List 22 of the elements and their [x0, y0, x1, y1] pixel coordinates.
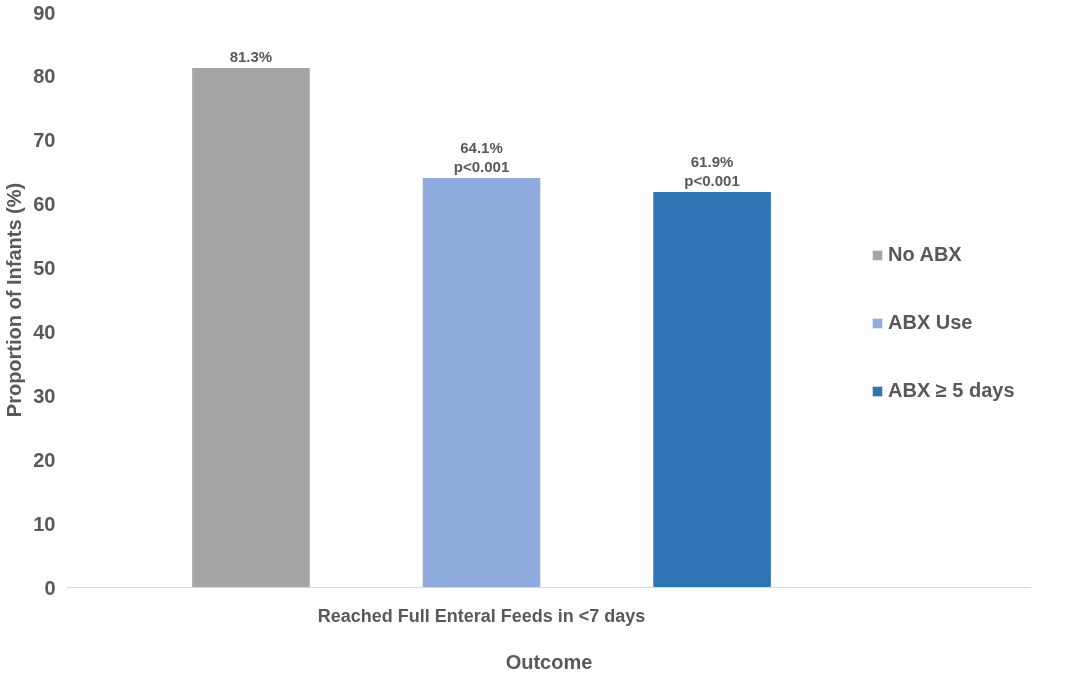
y-tick-label: 50 — [33, 257, 56, 280]
legend-label: No ABX — [888, 243, 962, 266]
legend-label: ABX Use — [888, 311, 973, 334]
y-tick-label: 30 — [33, 384, 56, 407]
data-label: 64.1% p<0.001 — [453, 139, 510, 175]
y-tick-label: 60 — [33, 193, 56, 216]
y-tick-label: 40 — [33, 320, 56, 343]
x-tick-label: Reached Full Enteral Feeds in <7 days — [317, 605, 646, 626]
data-label: 81.3% — [229, 48, 273, 66]
y-tick-label: 90 — [33, 1, 56, 24]
legend-label: ABX ≥ 5 days — [888, 379, 1015, 402]
x-axis-title: Outcome — [505, 650, 593, 673]
bar — [422, 177, 541, 588]
bar — [653, 192, 771, 588]
y-tick-label: 10 — [33, 512, 56, 535]
data-label: 61.9% p<0.001 — [684, 153, 740, 190]
y-axis-title: Proportion of Infants (%) — [3, 182, 26, 418]
y-tick-label: 80 — [33, 65, 56, 88]
y-tick-label: 20 — [33, 448, 56, 471]
bar — [192, 68, 310, 588]
y-tick-label: 70 — [33, 129, 56, 152]
y-tick-label: 0 — [44, 576, 56, 599]
